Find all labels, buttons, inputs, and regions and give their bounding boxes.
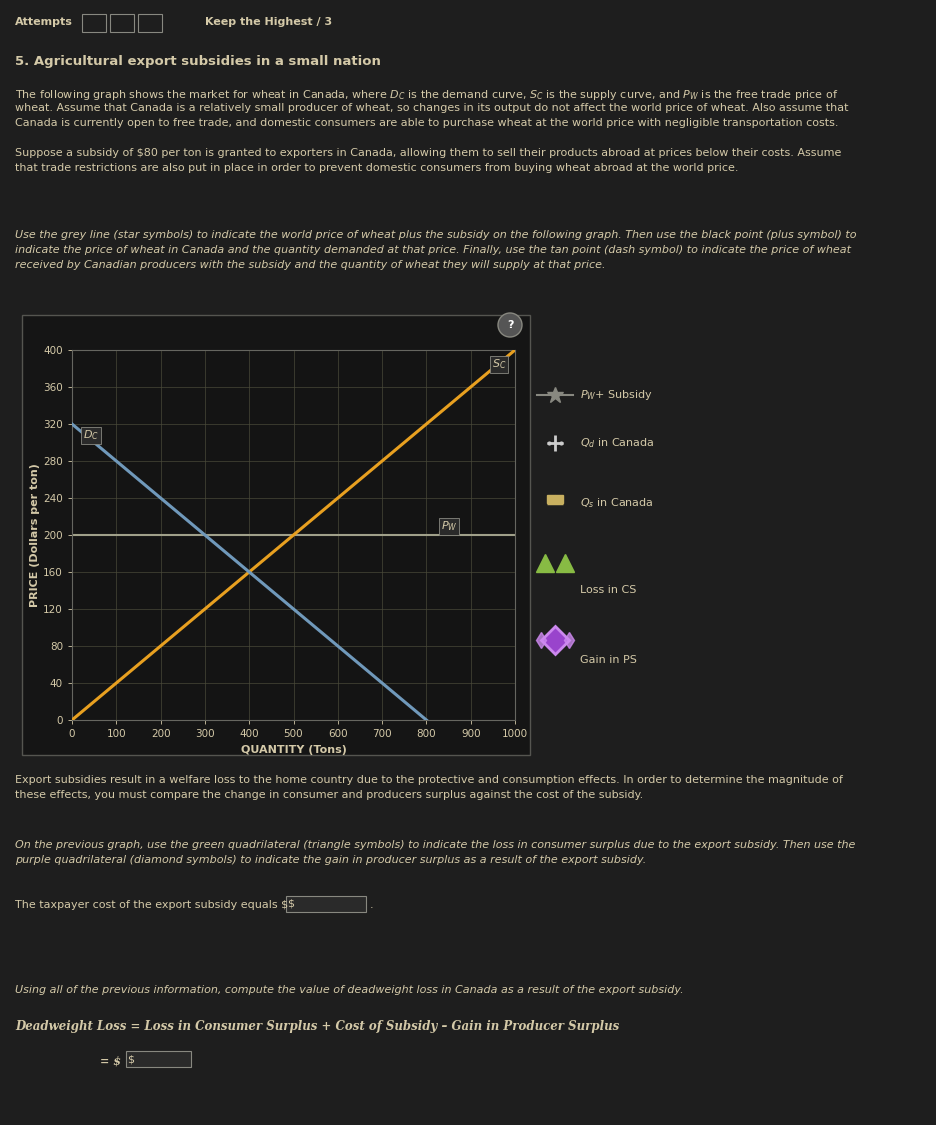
Text: $: $ [287, 899, 294, 909]
X-axis label: QUANTITY (Tons): QUANTITY (Tons) [241, 745, 346, 755]
FancyBboxPatch shape [286, 896, 366, 912]
Text: Attempts: Attempts [15, 17, 73, 27]
Text: these effects, you must compare the change in consumer and producers surplus aga: these effects, you must compare the chan… [15, 790, 643, 800]
Text: = $: = $ [100, 1055, 121, 1066]
Text: The taxpayer cost of the export subsidy equals $: The taxpayer cost of the export subsidy … [15, 900, 288, 910]
Text: $P_W$: $P_W$ [441, 520, 458, 533]
Text: 5. Agricultural export subsidies in a small nation: 5. Agricultural export subsidies in a sm… [15, 55, 381, 68]
Text: Suppose a subsidy of $80 per ton is granted to exporters in Canada, allowing the: Suppose a subsidy of $80 per ton is gran… [15, 148, 841, 158]
Text: Keep the Highest / 3: Keep the Highest / 3 [205, 17, 332, 27]
Text: The following graph shows the market for wheat in Canada, where $D_C$ is the dem: The following graph shows the market for… [15, 88, 839, 102]
FancyBboxPatch shape [22, 315, 530, 755]
Text: Deadweight Loss = Loss in Consumer Surplus + Cost of Subsidy – Gain in Producer : Deadweight Loss = Loss in Consumer Surpl… [15, 1020, 620, 1033]
Text: wheat. Assume that Canada is a relatively small producer of wheat, so changes in: wheat. Assume that Canada is a relativel… [15, 104, 849, 112]
Text: $Q_d$ in Canada: $Q_d$ in Canada [580, 436, 654, 450]
Text: Canada is currently open to free trade, and domestic consumers are able to purch: Canada is currently open to free trade, … [15, 118, 839, 128]
Text: ?: ? [506, 319, 513, 330]
Text: Export subsidies result in a welfare loss to the home country due to the protect: Export subsidies result in a welfare los… [15, 775, 843, 785]
Text: Using all of the previous information, compute the value of deadweight loss in C: Using all of the previous information, c… [15, 986, 683, 994]
Text: purple quadrilateral (diamond symbols) to indicate the gain in producer surplus : purple quadrilateral (diamond symbols) t… [15, 855, 646, 865]
Text: $D_C$: $D_C$ [83, 429, 99, 442]
Text: Loss in CS: Loss in CS [580, 585, 636, 595]
Text: $P_W$+ Subsidy: $P_W$+ Subsidy [580, 388, 653, 402]
Text: $S_C$: $S_C$ [491, 358, 506, 371]
Text: $: $ [127, 1054, 134, 1064]
Circle shape [498, 313, 522, 337]
Text: $Q_s$ in Canada: $Q_s$ in Canada [580, 496, 653, 510]
Text: received by Canadian producers with the subsidy and the quantity of wheat they w: received by Canadian producers with the … [15, 260, 606, 270]
Text: On the previous graph, use the green quadrilateral (triangle symbols) to indicat: On the previous graph, use the green qua… [15, 840, 856, 850]
Text: Use the grey line (star symbols) to indicate the world price of wheat plus the s: Use the grey line (star symbols) to indi… [15, 229, 856, 240]
Text: Gain in PS: Gain in PS [580, 655, 636, 665]
Y-axis label: PRICE (Dollars per ton): PRICE (Dollars per ton) [31, 464, 40, 608]
Text: .: . [370, 900, 373, 910]
Text: that trade restrictions are also put in place in order to prevent domestic consu: that trade restrictions are also put in … [15, 163, 739, 173]
FancyBboxPatch shape [126, 1051, 191, 1066]
Text: indicate the price of wheat in Canada and the quantity demanded at that price. F: indicate the price of wheat in Canada an… [15, 245, 851, 255]
